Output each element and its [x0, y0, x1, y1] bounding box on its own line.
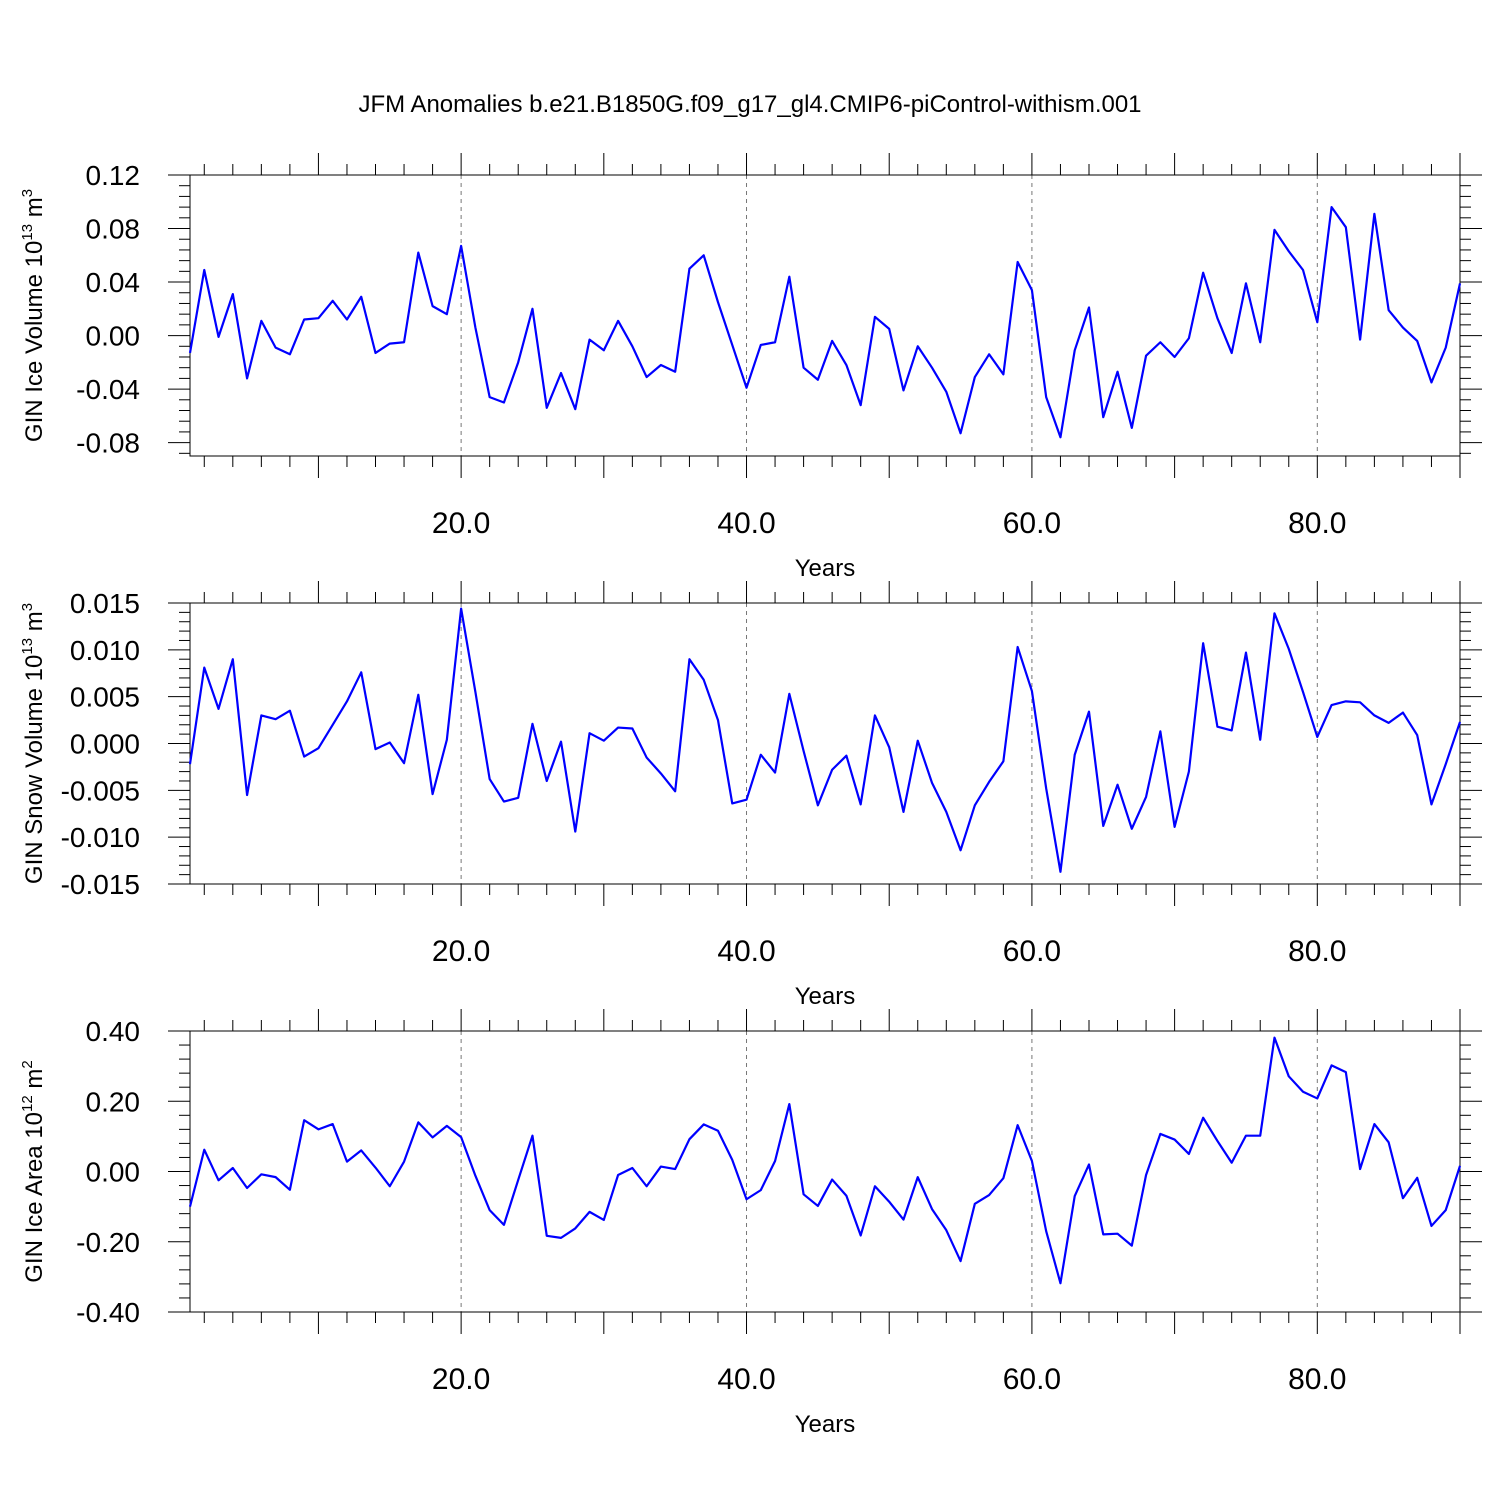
y-tick-label: 0.015	[70, 588, 140, 619]
y-tick-label: -0.010	[61, 822, 140, 853]
y-axis-label-unit-exponent: 2	[19, 1060, 36, 1068]
x-tick-label: 20.0	[432, 507, 490, 540]
plot-frame	[189, 602, 1461, 885]
y-tick-label: 0.04	[86, 267, 141, 298]
x-tick-label: 60.0	[1003, 1363, 1061, 1396]
y-axis-label-unit: m	[21, 197, 48, 224]
x-tick-label: 40.0	[717, 935, 775, 968]
y-tick-label: 0.00	[86, 1157, 141, 1188]
y-tick-label: -0.04	[76, 374, 140, 405]
plot-frame	[189, 174, 1461, 457]
x-tick-label: 60.0	[1003, 507, 1061, 540]
x-tick-label: 40.0	[717, 1363, 775, 1396]
x-tick-label: 80.0	[1288, 507, 1346, 540]
chart-panels: 0.12 0.08 0.04 0.00 -0.04 -0.08 20.0 40.0 60.0 80…	[19, 153, 1482, 1438]
y-axis-label: GIN Ice Area 1012 m2	[19, 1060, 48, 1282]
y-tick-label: 0.40	[86, 1016, 141, 1047]
y-tick-label: -0.005	[61, 775, 140, 806]
y-axis-label-text: GIN Snow Volume 10	[21, 655, 48, 884]
x-tick-label: 20.0	[432, 1363, 490, 1396]
y-tick-label: 0.08	[86, 214, 141, 245]
y-tick-label: 0.00	[86, 321, 141, 352]
series-line	[188, 607, 1462, 873]
y-axis-label-unit-exponent: 3	[19, 603, 36, 611]
y-axis-label-exponent: 13	[19, 224, 36, 241]
y-tick-label: -0.08	[76, 428, 140, 459]
main-title: JFM Anomalies b.e21.B1850G.f09_g17_gl4.C…	[358, 91, 1141, 118]
x-tick-label: 80.0	[1288, 935, 1346, 968]
y-axis-label-unit: m	[21, 1069, 48, 1096]
x-axis-label: Years	[795, 983, 856, 1010]
series-line	[188, 1036, 1462, 1285]
y-axis-label-unit: m	[21, 611, 48, 638]
x-tick-label: 40.0	[717, 507, 775, 540]
y-tick-label: 0.005	[70, 682, 140, 713]
y-tick-label: 0.010	[70, 635, 140, 666]
chart-panel-1: 0.12 0.08 0.04 0.00 -0.04 -0.08 20.0 40.0 60.0 80…	[19, 153, 1482, 582]
y-axis-label: GIN Ice Volume 1013 m3	[19, 189, 48, 442]
y-tick-label: -0.40	[76, 1297, 140, 1328]
chart-panel-3: 0.40 0.20 0.00 -0.20 -0.40 20.0 40.0 60.0 80.0 Ye…	[19, 1009, 1482, 1438]
y-axis-label-exponent: 13	[19, 638, 36, 655]
y-tick-label: 0.000	[70, 729, 140, 760]
x-tick-label: 20.0	[432, 935, 490, 968]
x-tick-label: 80.0	[1288, 1363, 1346, 1396]
y-axis-label-unit-exponent: 3	[19, 189, 36, 197]
y-axis-label-text: GIN Ice Area 10	[21, 1112, 48, 1283]
x-tick-label: 60.0	[1003, 935, 1061, 968]
series-line	[188, 206, 1462, 439]
y-axis-label-exponent: 12	[19, 1095, 36, 1112]
y-axis-label: GIN Snow Volume 1013 m3	[19, 603, 48, 884]
y-tick-label: -0.20	[76, 1227, 140, 1258]
y-axis-label-text: GIN Ice Volume 10	[21, 241, 48, 442]
chart-panel-2: 0.015 0.010 0.005 0.000 -0.005 -0.010 -0.015 20…	[19, 581, 1482, 1010]
y-tick-label: 0.20	[86, 1086, 141, 1117]
y-tick-label: -0.015	[61, 869, 140, 900]
x-axis-label: Years	[795, 555, 856, 582]
y-tick-label: 0.12	[86, 160, 141, 191]
x-axis-label: Years	[795, 1411, 856, 1438]
